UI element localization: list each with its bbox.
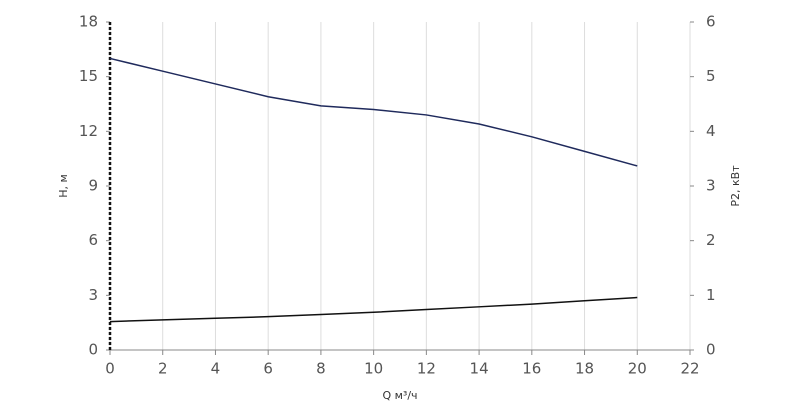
x-tick-label: 4 — [211, 360, 221, 378]
y2-tick-label: 4 — [706, 122, 716, 140]
y2-tick-label: 2 — [706, 231, 716, 249]
x-tick-label: 0 — [105, 360, 115, 378]
x-tick-label: 12 — [417, 360, 436, 378]
x-tick-label: 22 — [680, 360, 699, 378]
y2-tick-label: 1 — [706, 286, 716, 304]
x-tick-label: 20 — [628, 360, 647, 378]
y2-tick-label: 5 — [706, 67, 716, 85]
y2-tick-label: 3 — [706, 177, 716, 195]
x-tick-label: 18 — [575, 360, 594, 378]
x-tick-label: 8 — [316, 360, 326, 378]
x-tick-label: 10 — [364, 360, 383, 378]
x-tick-label: 16 — [522, 360, 541, 378]
series-line — [109, 57, 638, 167]
y-tick-label: 12 — [79, 122, 98, 140]
y2-tick-label: 6 — [706, 13, 716, 31]
y2-tick-label: 0 — [706, 341, 716, 359]
x-tick-label: 6 — [263, 360, 273, 378]
y-tick-label: 0 — [88, 341, 98, 359]
y2-axis-title: P2, кВт — [729, 165, 742, 207]
x-tick-label: 14 — [470, 360, 489, 378]
x-axis-title: Q м³/ч — [382, 389, 417, 402]
y-axis-title: H, м — [57, 174, 70, 198]
y-tick-label: 9 — [88, 177, 98, 195]
y-tick-label: 15 — [79, 67, 98, 85]
y-tick-label: 18 — [79, 13, 98, 31]
y-tick-label: 3 — [88, 286, 98, 304]
x-tick-label: 2 — [158, 360, 168, 378]
y-tick-label: 6 — [88, 231, 98, 249]
series-line — [109, 296, 638, 323]
